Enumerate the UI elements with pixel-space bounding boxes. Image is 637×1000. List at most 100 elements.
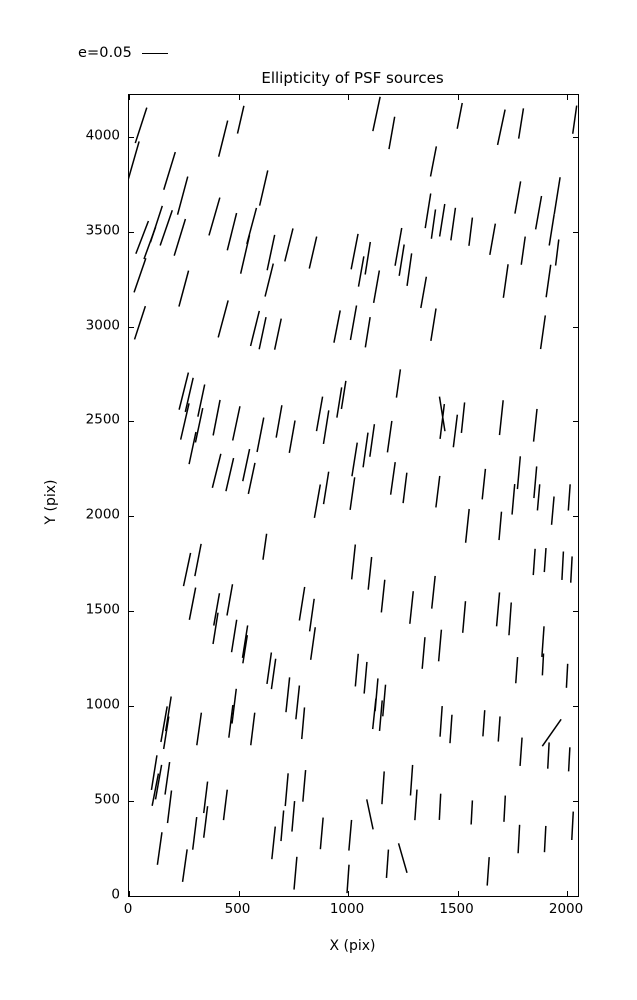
whisker-segment xyxy=(129,141,140,180)
whisker-segment xyxy=(212,399,221,436)
whisker-segment xyxy=(308,236,318,269)
whisker-segment xyxy=(414,789,418,821)
whisker-segment xyxy=(389,462,396,495)
whisker-segment xyxy=(380,579,386,613)
whisker-segment xyxy=(181,849,188,883)
whisker-segment xyxy=(503,795,507,822)
whisker-segment xyxy=(550,496,555,525)
whisker-segment xyxy=(402,472,408,504)
whisker-segment xyxy=(539,315,547,350)
y-tick-left xyxy=(129,421,134,423)
y-tick-left xyxy=(129,611,134,613)
whisker-segment xyxy=(366,799,374,830)
whisker-segment xyxy=(275,405,283,438)
x-tick-top xyxy=(457,95,459,100)
legend-label: e=0.05 xyxy=(78,45,132,61)
y-tick-left xyxy=(129,136,134,138)
x-tick-bottom xyxy=(348,891,350,896)
whisker-segment xyxy=(481,468,487,500)
y-tick-label: 1000 xyxy=(85,696,120,713)
whisker-segment xyxy=(208,197,221,236)
whisker-segment xyxy=(534,195,543,230)
whisker-segment xyxy=(284,228,294,262)
x-tick-label: 0 xyxy=(123,901,133,917)
whisker-segment xyxy=(302,770,307,802)
whisker-segment xyxy=(133,257,147,293)
whisker-segment xyxy=(226,584,234,616)
whisker-segment xyxy=(284,773,289,807)
whisker-segment xyxy=(367,556,373,590)
whisker-segment xyxy=(349,477,356,510)
x-tick-label: 1500 xyxy=(439,901,474,917)
whisker-segment xyxy=(430,575,436,609)
x-tick-top xyxy=(129,95,130,100)
whisker-segment xyxy=(511,483,516,515)
whisker-segment xyxy=(460,402,466,434)
whisker-segment xyxy=(439,706,443,737)
y-tick-right xyxy=(573,326,578,328)
whisker-segment xyxy=(270,658,277,690)
whisker-segment xyxy=(258,170,269,206)
whisker-segment xyxy=(350,233,359,270)
whisker-segment xyxy=(256,417,265,453)
whisker-segment xyxy=(497,716,501,742)
whisker-segment xyxy=(194,407,204,443)
whisker-segment xyxy=(236,105,245,134)
whisker-segment xyxy=(464,508,470,543)
whisker-segment xyxy=(364,241,372,275)
whisker-segment xyxy=(291,800,296,832)
x-tick-label: 2000 xyxy=(548,901,584,917)
whisker-segment xyxy=(516,456,522,490)
x-tick-bottom xyxy=(457,891,459,896)
whisker-segment xyxy=(163,151,176,190)
whisker-segment xyxy=(173,218,187,256)
x-tick-label: 1000 xyxy=(329,901,365,917)
whisker-segment xyxy=(571,811,575,841)
whisker-segment xyxy=(372,96,381,132)
whisker-segment xyxy=(554,239,560,266)
whisker-segment xyxy=(424,193,432,229)
whisker-segment xyxy=(160,706,168,743)
whisker-segment xyxy=(571,105,578,134)
whisker-segment xyxy=(333,310,341,343)
whisker-segment xyxy=(348,819,353,851)
ellipticity-legend: e=0.05 xyxy=(78,46,168,61)
whisker-segment xyxy=(502,264,509,298)
whisker-segment xyxy=(420,276,428,309)
whisker-segment xyxy=(357,256,365,287)
whisker-segment xyxy=(211,453,222,489)
whisker-segment xyxy=(298,586,306,621)
whisker-segment xyxy=(242,448,251,482)
y-tick-right xyxy=(573,421,578,423)
whisker-segment xyxy=(202,806,209,838)
whisker-segment xyxy=(430,308,437,342)
whisker-segment xyxy=(456,102,463,129)
whisker-segment xyxy=(273,318,282,350)
whisker-segment xyxy=(242,635,249,664)
whisker-segment xyxy=(561,551,565,580)
whisker-segment xyxy=(322,471,330,505)
whisker-segment xyxy=(395,369,402,398)
whisker-segment xyxy=(449,714,453,744)
y-tick-label: 3500 xyxy=(85,221,120,238)
whisker-segment xyxy=(285,677,291,713)
y-tick-right xyxy=(573,136,578,138)
whisker-segment xyxy=(351,442,358,477)
whisker-plot-canvas xyxy=(129,96,578,894)
whisker-segment xyxy=(156,832,163,865)
y-tick-right xyxy=(573,801,578,803)
whisker-segment xyxy=(429,146,438,177)
whisker-segment xyxy=(386,420,393,453)
whisker-segment xyxy=(217,120,229,157)
whisker-segment xyxy=(350,544,357,580)
whisker-segment xyxy=(482,710,486,737)
whisker-segment xyxy=(249,310,261,347)
whisker-segment xyxy=(398,244,405,276)
whisker-segment xyxy=(364,317,371,348)
whisker-segment xyxy=(517,108,525,139)
whisker-segment xyxy=(438,203,446,237)
y-tick-right xyxy=(573,516,578,518)
whisker-segment xyxy=(197,384,206,417)
whisker-segment xyxy=(266,234,276,271)
